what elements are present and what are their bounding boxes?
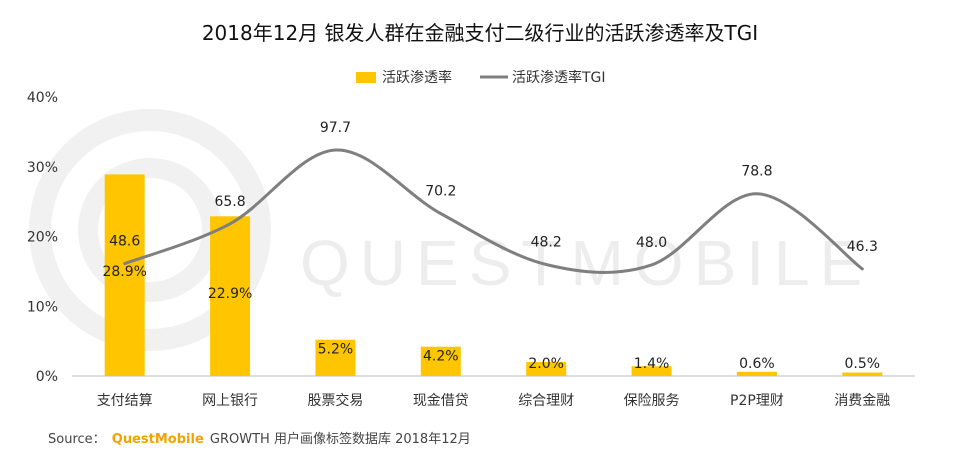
bar <box>631 366 672 376</box>
category-label: 现金借贷 <box>413 393 469 409</box>
bar-data-label: 0.5% <box>845 356 881 372</box>
bar-data-label: 1.4% <box>634 356 670 372</box>
bar <box>210 216 251 376</box>
category-label: 综合理财 <box>518 393 574 409</box>
source-prefix: Source： <box>48 432 106 447</box>
legend-label-line: 活跃渗透率TGI <box>512 69 606 86</box>
bar-data-label: 4.2% <box>423 349 459 365</box>
bar <box>736 371 777 376</box>
y-tick-label: 40% <box>27 90 58 106</box>
chart-title: 2018年12月 银发人群在金融支付二级行业的活跃渗透率及TGI <box>202 21 758 45</box>
watermark-ring-outer <box>29 109 271 351</box>
legend-label-bar: 活跃渗透率 <box>382 69 452 86</box>
brand-logo-text: QuestMobile <box>111 432 204 447</box>
bar-data-label: 22.9% <box>208 286 252 302</box>
bar <box>842 372 883 376</box>
source-footer: Source： QuestMobile GROWTH 用户画像标签数据库 201… <box>48 428 471 447</box>
bars <box>104 174 883 376</box>
legend-swatch-bar <box>356 72 376 83</box>
y-tick-label: 30% <box>27 160 58 176</box>
bar-data-label: 28.9% <box>102 264 146 280</box>
tgi-line-series <box>123 148 864 274</box>
bar <box>420 346 461 376</box>
bar <box>104 174 145 376</box>
y-tick-label: 0% <box>36 369 58 385</box>
tgi-data-label: 48.6 <box>109 234 140 250</box>
category-label: 支付结算 <box>97 393 153 409</box>
tgi-data-label: 48.2 <box>531 235 562 251</box>
legend: 活跃渗透率 活跃渗透率TGI <box>356 69 606 86</box>
category-label: 消费金融 <box>834 393 890 409</box>
category-label: 网上银行 <box>202 393 258 409</box>
tgi-data-label: 46.3 <box>847 239 878 255</box>
source-rest: 用户画像标签数据库 2018年12月 <box>273 432 471 447</box>
tgi-data-label: 78.8 <box>741 164 772 180</box>
tgi-data-label: 48.0 <box>636 235 667 251</box>
category-label: 股票交易 <box>307 392 363 409</box>
bar <box>315 339 356 376</box>
bar-data-label: 0.6% <box>739 356 775 372</box>
brand-sub: GROWTH <box>209 432 270 447</box>
watermark: QUESTMOBILE <box>29 109 872 351</box>
watermark-text: QUESTMOBILE <box>300 227 872 299</box>
tgi-data-label: 65.8 <box>214 194 245 210</box>
tgi-labels: 48.6 65.8 97.7 70.2 48.2 48.0 78.8 46.3 <box>109 120 878 255</box>
bar <box>526 362 567 376</box>
y-tick-label: 20% <box>27 230 58 246</box>
category-label: 保险服务 <box>624 393 680 409</box>
y-tick-label: 10% <box>27 299 58 315</box>
y-axis-ticks: 0% 10% 20% 30% 40% <box>27 90 58 385</box>
tgi-line <box>123 148 864 274</box>
tgi-data-label: 97.7 <box>320 120 351 136</box>
category-labels: 支付结算 网上银行 股票交易 现金借贷 综合理财 保险服务 P2P理财 消费金融 <box>97 392 891 409</box>
tgi-data-label: 70.2 <box>425 184 456 200</box>
bar-data-label: 5.2% <box>318 342 354 358</box>
bar-data-label: 2.0% <box>528 356 564 372</box>
category-label: P2P理财 <box>730 393 784 409</box>
bar-labels: 28.9% 22.9% 5.2% 4.2% 2.0% 1.4% 0.6% 0.5% <box>102 264 880 372</box>
